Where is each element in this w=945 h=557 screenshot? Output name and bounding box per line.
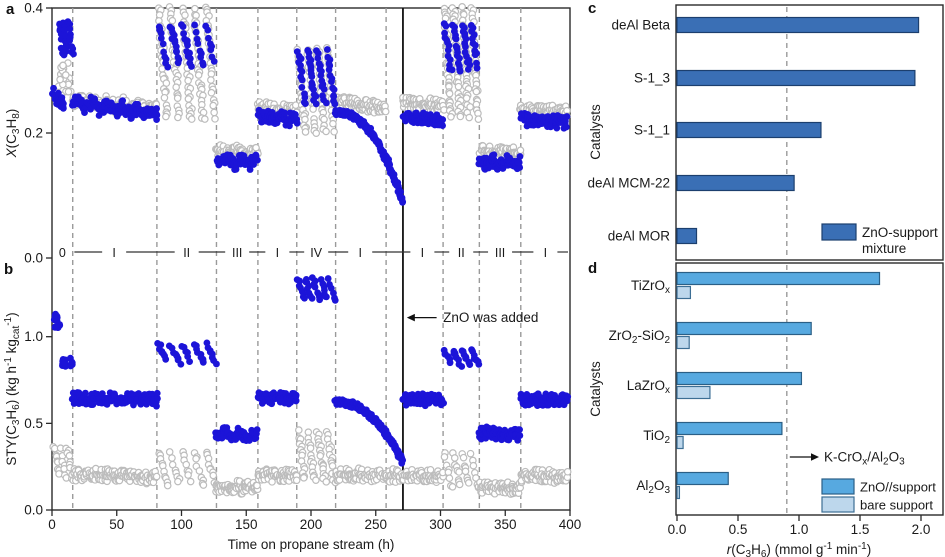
svg-text:0.4: 0.4 [24, 1, 43, 16]
svg-text:X(C3H8): X(C3H8) [4, 109, 22, 159]
svg-text:250: 250 [364, 517, 387, 532]
svg-text:mixture: mixture [862, 241, 906, 256]
svg-text:400: 400 [559, 517, 582, 532]
svg-text:III: III [232, 246, 242, 260]
zno-added-annotation: ZnO was added [406, 310, 538, 325]
panel-d-bars: TiZrOx ZrO2-SiO2 LaZrOx TiO2 Al2O3 [609, 271, 881, 500]
svg-text:deAl MOR: deAl MOR [608, 229, 671, 244]
svg-text:I: I [421, 246, 424, 260]
svg-text:0.2: 0.2 [24, 126, 43, 141]
svg-text:ZnO//support: ZnO//support [860, 480, 936, 495]
svg-text:Time on propane stream (h): Time on propane stream (h) [228, 537, 395, 552]
panel-c-label: c [588, 0, 597, 17]
svg-text:ZrO2-SiO2: ZrO2-SiO2 [609, 328, 671, 346]
svg-text:300: 300 [429, 517, 452, 532]
svg-text:ZnO-support: ZnO-support [862, 225, 938, 240]
stage-labels: 0 I II III I IV I I II III I [59, 246, 568, 260]
svg-text:I: I [358, 246, 361, 260]
panel-c: deAl Beta S-1_3 S-1_1 deAl MCM-22 deAl MOR Ca… [587, 4, 944, 261]
panel-d-label: d [588, 260, 598, 277]
svg-text:Catalysts: Catalysts [588, 104, 603, 160]
svg-text:200: 200 [300, 517, 323, 532]
svg-text:0.0: 0.0 [24, 503, 43, 518]
svg-text:deAl MCM-22: deAl MCM-22 [587, 176, 670, 191]
svg-text:II: II [183, 246, 190, 260]
svg-text:I: I [276, 246, 279, 260]
svg-text:1.0: 1.0 [24, 329, 43, 344]
svg-text:III: III [495, 246, 505, 260]
svg-text:TiO2: TiO2 [643, 428, 670, 446]
svg-text:2.0: 2.0 [912, 522, 931, 537]
panel-b-gray-points [49, 426, 572, 498]
panel-a-blue-points [49, 18, 571, 206]
svg-text:0.0: 0.0 [24, 251, 43, 266]
svg-text:I: I [112, 246, 115, 260]
panel-c-bars: deAl Beta S-1_3 S-1_1 deAl MCM-22 deAl MOR [587, 16, 920, 245]
svg-text:0.5: 0.5 [24, 416, 43, 431]
svg-text:STY(C3H6) (kg h-1 kgcat-1): STY(C3H6) (kg h-1 kgcat-1) [3, 312, 22, 465]
panel-a-axis: 0.0 0.2 0.4 X(C3H8) [4, 1, 52, 266]
svg-text:50: 50 [109, 517, 124, 532]
svg-text:350: 350 [494, 517, 517, 532]
svg-text:deAl Beta: deAl Beta [611, 18, 670, 33]
svg-text:0.5: 0.5 [729, 522, 748, 537]
svg-text:LaZrOx: LaZrOx [627, 378, 670, 396]
svg-text:S-1_3: S-1_3 [634, 71, 670, 86]
svg-text:r(C3H6) (mmol g-1 min-1): r(C3H6) (mmol g-1 min-1) [727, 541, 871, 557]
svg-text:0: 0 [59, 246, 66, 260]
panel-d-legend: ZnO//support bare support [821, 478, 936, 513]
svg-text:II: II [458, 246, 465, 260]
panel-b-label: b [4, 261, 14, 278]
svg-text:100: 100 [170, 517, 193, 532]
svg-text:I: I [544, 246, 547, 260]
svg-text:IV: IV [310, 246, 322, 260]
svg-text:150: 150 [235, 517, 258, 532]
svg-text:Al2O3: Al2O3 [636, 478, 670, 496]
svg-text:ZnO was added: ZnO was added [443, 310, 538, 325]
svg-text:S-1_1: S-1_1 [634, 123, 670, 138]
svg-text:TiZrOx: TiZrOx [631, 278, 670, 296]
svg-text:1.0: 1.0 [790, 522, 809, 537]
svg-text:bare support: bare support [860, 498, 933, 513]
svg-text:Catalysts: Catalysts [588, 361, 603, 417]
panel-d: TiZrOx ZrO2-SiO2 LaZrOx TiO2 Al2O3 Catalysts 0… [588, 262, 944, 557]
panel-d-axis: 0.0 0.5 1.0 1.5 2.0 r(C3H6) (mmol g-1 min-1) [668, 515, 931, 557]
svg-text:0: 0 [48, 517, 56, 532]
panel-b-blue-points [50, 274, 572, 467]
svg-text:K-CrOx/Al2O3: K-CrOx/Al2O3 [824, 450, 905, 468]
panel-a-label: a [6, 1, 15, 18]
panel-d-ref-annotation: K-CrOx/Al2O3 [789, 450, 905, 468]
svg-text:0.0: 0.0 [668, 522, 687, 537]
svg-text:1.5: 1.5 [851, 522, 870, 537]
